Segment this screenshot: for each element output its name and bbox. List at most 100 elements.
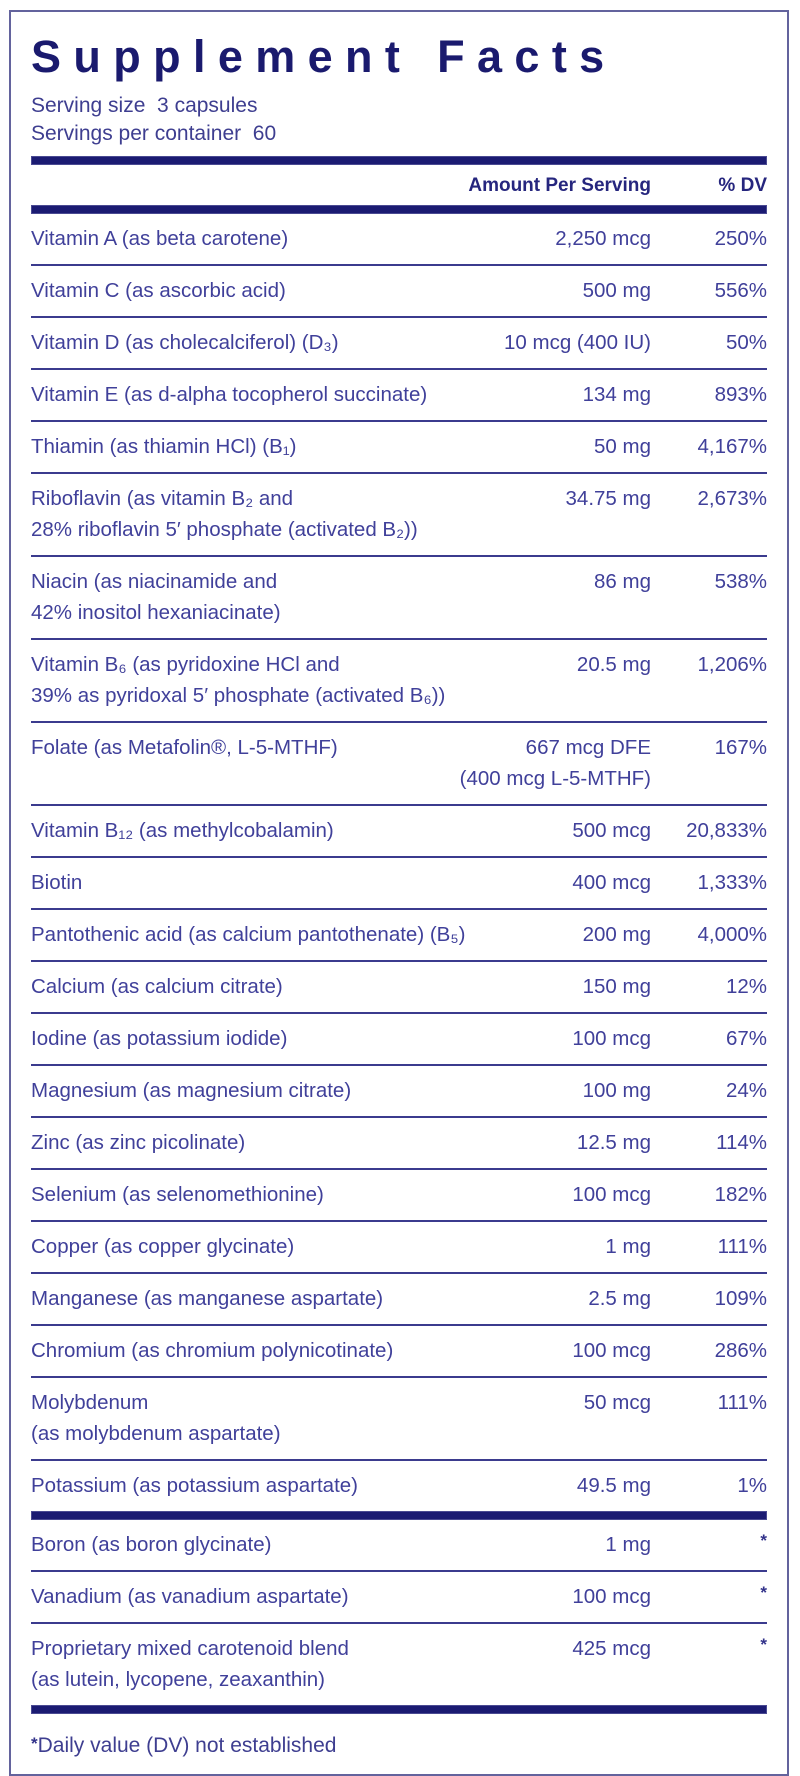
nutrient-dv: 50%: [725, 330, 767, 354]
nutrient-amount: 50 mcg: [583, 1390, 651, 1414]
nutrient-dv: 2,673%: [697, 486, 767, 510]
facts-rows: Vitamin A (as beta carotene) 2,250 mcg 250…: [31, 214, 767, 1705]
nutrient-amount: 86 mg: [594, 569, 651, 593]
nutrient-name: Riboflavin (as vitamin B₂ and 28% ribofla…: [31, 486, 418, 541]
nutrient-name: Niacin (as niacinamide and 42% inositol h…: [31, 569, 281, 624]
nutrient-amount: 2.5 mg: [588, 1286, 651, 1310]
table-row: Zinc (as zinc picolinate) 12.5 mg 114%: [31, 1118, 767, 1170]
table-row: Vanadium (as vanadium aspartate) 100 mcg *: [31, 1572, 767, 1624]
supplement-label-page: Supplement Facts Serving size 3 capsules…: [9, 10, 789, 1776]
nutrient-amount: 134 mg: [582, 382, 651, 406]
nutrient-amount: 10 mcg (400 IU): [504, 330, 651, 354]
nutrient-name: Zinc (as zinc picolinate): [31, 1130, 246, 1154]
nutrient-name: Potassium (as potassium aspartate): [31, 1473, 358, 1497]
divider-bar-top: [31, 155, 767, 165]
nutrient-name: Chromium (as chromium polynicotinate): [31, 1338, 394, 1362]
table-row: Vitamin D (as cholecalciferol) (D₃) 10 mc…: [31, 318, 767, 370]
nutrient-name: Vitamin C (as ascorbic acid): [31, 278, 286, 302]
table-header-row: Amount Per Serving % DV: [31, 165, 767, 205]
nutrient-amount: 100 mcg: [572, 1338, 651, 1362]
table-row: Vitamin A (as beta carotene) 2,250 mcg 250…: [31, 214, 767, 266]
table-row: Pantothenic acid (as calcium pantothenat…: [31, 910, 767, 962]
servings-per-container-line: Servings per container 60: [31, 121, 277, 145]
nutrient-name: Boron (as boron glycinate): [31, 1532, 272, 1556]
nutrient-dv: 182%: [714, 1182, 767, 1206]
nutrient-dv: 67%: [725, 1026, 767, 1050]
nutrient-dv: *: [760, 1530, 767, 1550]
table-row: Potassium (as potassium aspartate) 49.5 m…: [31, 1461, 767, 1511]
nutrient-dv: 4,167%: [697, 434, 767, 458]
nutrient-amount: 2,250 mcg: [555, 226, 651, 250]
nutrient-name: Selenium (as selenomethionine): [31, 1182, 324, 1206]
nutrient-dv: 12%: [725, 974, 767, 998]
table-row: Manganese (as manganese aspartate) 2.5 mg…: [31, 1274, 767, 1326]
nutrient-amount: 1 mg: [605, 1234, 651, 1258]
table-row: Proprietary mixed carotenoid blend (as lu…: [31, 1624, 767, 1705]
footnote-text: Daily value (DV) not established: [37, 1733, 337, 1757]
nutrient-dv: 167%: [714, 735, 767, 759]
nutrient-dv: 109%: [714, 1286, 767, 1310]
nutrient-amount: 500 mcg: [572, 818, 651, 842]
header-percent-dv: % DV: [718, 174, 767, 196]
nutrient-name: Iodine (as potassium iodide): [31, 1026, 288, 1050]
nutrient-dv: 111%: [717, 1390, 767, 1414]
footnote: *Daily value (DV) not established: [31, 1714, 767, 1760]
table-row: Iodine (as potassium iodide) 100 mcg 67%: [31, 1014, 767, 1066]
nutrient-name: Biotin: [31, 870, 83, 894]
nutrient-amount: 100 mg: [582, 1078, 651, 1102]
nutrient-amount: 150 mg: [582, 974, 651, 998]
nutrient-dv: 1,333%: [697, 870, 767, 894]
serving-size-line: Serving size 3 capsules: [31, 93, 258, 117]
nutrient-amount: 667 mcg DFE (400 mcg L-5-MTHF): [459, 735, 651, 790]
table-row: Chromium (as chromium polynicotinate) 100…: [31, 1326, 767, 1378]
nutrient-name: Pantothenic acid (as calcium pantothenat…: [31, 922, 466, 946]
nutrient-name: Vitamin E (as d-alpha tocopherol succina…: [31, 382, 428, 406]
nutrient-name: Copper (as copper glycinate): [31, 1234, 295, 1258]
nutrient-dv: 20,833%: [686, 818, 767, 842]
table-row: Copper (as copper glycinate) 1 mg 111%: [31, 1222, 767, 1274]
nutrient-name: Manganese (as manganese aspartate): [31, 1286, 384, 1310]
nutrient-dv: *: [760, 1582, 767, 1602]
nutrient-amount: 12.5 mg: [576, 1130, 651, 1154]
nutrient-dv: 111%: [717, 1234, 767, 1258]
table-row: Vitamin C (as ascorbic acid) 500 mg 556%: [31, 266, 767, 318]
nutrient-amount: 100 mcg: [572, 1584, 651, 1608]
divider-bar-bottom: [31, 1704, 767, 1714]
table-row: Vitamin B₁₂ (as methylcobalamin) 500 mcg 2…: [31, 806, 767, 858]
nutrient-amount: 1 mg: [605, 1532, 651, 1556]
nutrient-dv: 893%: [714, 382, 767, 406]
nutrient-dv: 24%: [725, 1078, 767, 1102]
nutrient-dv: 1%: [737, 1473, 767, 1497]
nutrient-dv: *: [760, 1634, 767, 1654]
nutrient-name: Calcium (as calcium citrate): [31, 974, 283, 998]
supplement-facts-panel: Supplement Facts Serving size 3 capsules…: [9, 10, 789, 1776]
nutrient-dv: 538%: [714, 569, 767, 593]
nutrient-name: Magnesium (as magnesium citrate): [31, 1078, 352, 1102]
table-row: Folate (as Metafolin®, L-5-MTHF) 667 mcg …: [31, 723, 767, 806]
table-row: Boron (as boron glycinate) 1 mg *: [31, 1520, 767, 1572]
nutrient-dv: 114%: [716, 1130, 767, 1154]
table-row: Vitamin B₆ (as pyridoxine HCl and 39% as …: [31, 640, 767, 723]
nutrient-dv: 1,206%: [697, 652, 767, 676]
nutrient-amount: 100 mcg: [572, 1026, 651, 1050]
nutrient-amount: 400 mcg: [572, 870, 651, 894]
nutrient-dv: 4,000%: [697, 922, 767, 946]
nutrient-dv: 286%: [714, 1338, 767, 1362]
nutrient-name: Thiamin (as thiamin HCl) (B₁): [31, 434, 297, 458]
nutrient-name: Molybdenum (as molybdenum aspartate): [31, 1390, 281, 1445]
nutrient-amount: 200 mg: [582, 922, 651, 946]
nutrient-name: Vanadium (as vanadium aspartate): [31, 1584, 349, 1608]
nutrient-amount: 100 mcg: [572, 1182, 651, 1206]
nutrient-name: Folate (as Metafolin®, L-5-MTHF): [31, 735, 338, 759]
table-row: Riboflavin (as vitamin B₂ and 28% ribofla…: [31, 474, 767, 557]
nutrient-amount: 34.75 mg: [565, 486, 651, 510]
divider-bar-header: [31, 204, 767, 214]
table-row: Calcium (as calcium citrate) 150 mg 12%: [31, 962, 767, 1014]
table-row: Vitamin E (as d-alpha tocopherol succina…: [31, 370, 767, 422]
footnote-asterisk: *: [31, 1733, 38, 1753]
table-row: Molybdenum (as molybdenum aspartate) 50 mc…: [31, 1378, 767, 1461]
nutrient-amount: 49.5 mg: [576, 1473, 651, 1497]
nutrient-name: Vitamin B₆ (as pyridoxine HCl and 39% as …: [31, 652, 446, 707]
nutrient-amount: 425 mcg: [572, 1636, 651, 1660]
nutrient-name: Vitamin B₁₂ (as methylcobalamin): [31, 818, 334, 842]
